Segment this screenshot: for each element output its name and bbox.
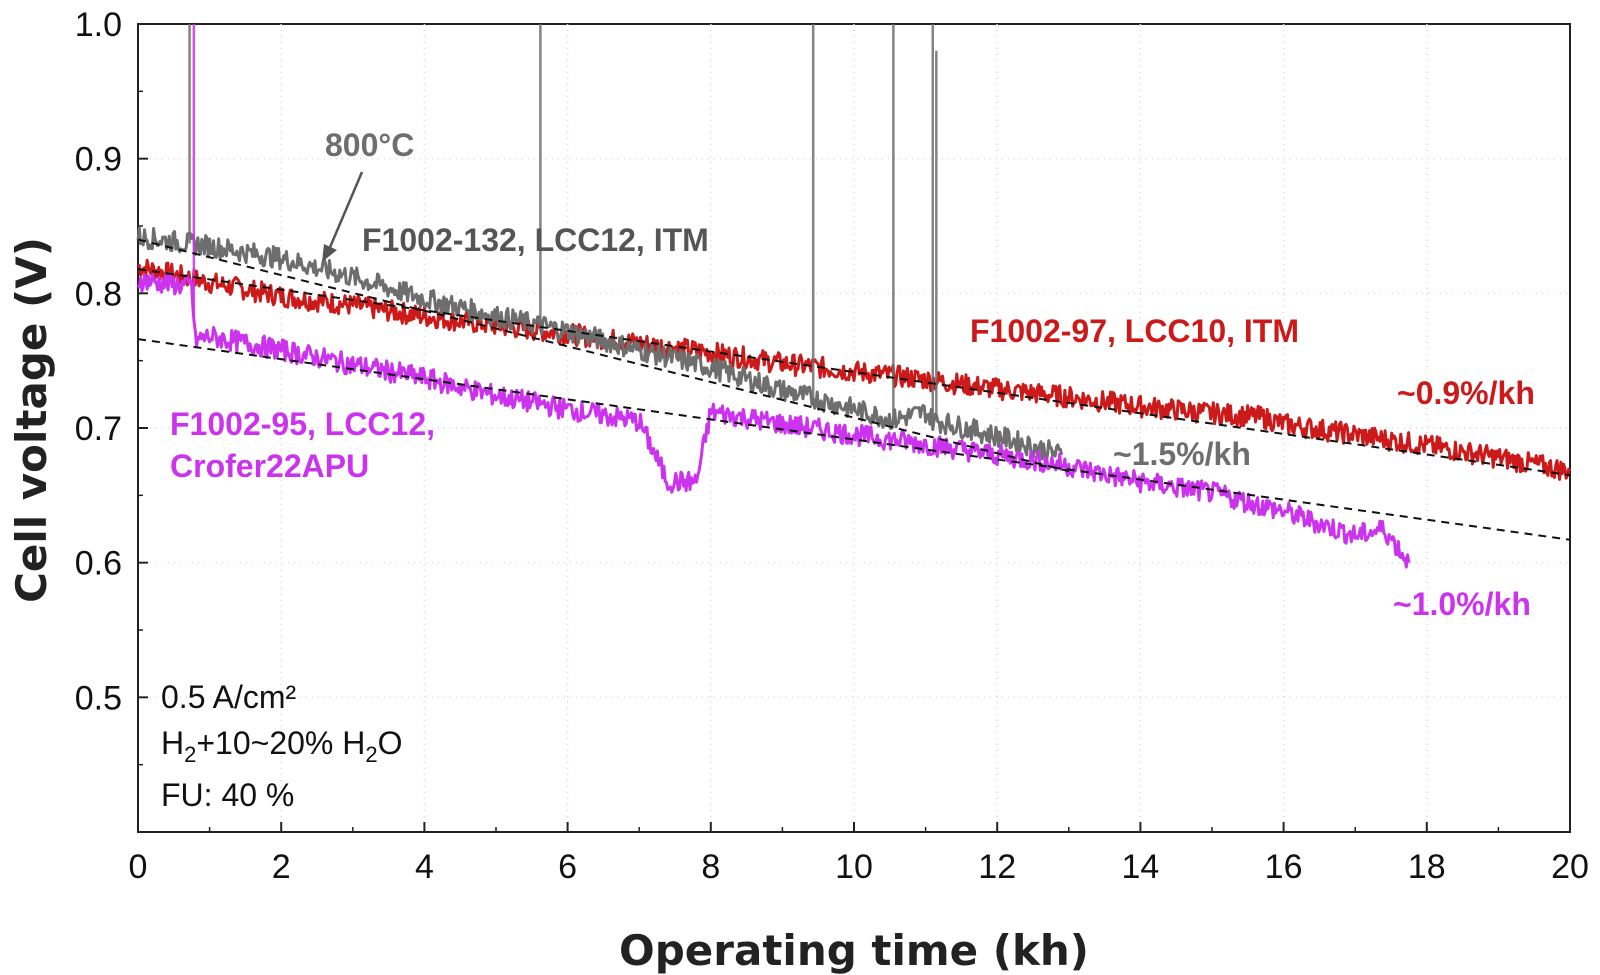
x-tick-label-6: 6 <box>558 848 577 886</box>
rate-label-132: ~1.5%/kh <box>1113 436 1251 472</box>
y-tick-label-1.0: 1.0 <box>75 6 122 44</box>
label-f1002-95-line1: F1002-95, LCC12, <box>170 406 435 442</box>
rate-label-97: ~0.9%/kh <box>1397 375 1535 411</box>
x-tick-label-0: 0 <box>129 848 148 886</box>
fit-lines <box>137 238 1571 541</box>
spike-layer <box>188 24 938 421</box>
x-axis-title: Operating time (kh) <box>619 926 1089 975</box>
y-tick-label-0.6: 0.6 <box>75 545 122 583</box>
series-layer <box>136 226 1572 569</box>
temperature-arrow <box>322 171 364 262</box>
x-tick-label-14: 14 <box>1121 848 1159 886</box>
x-tick-label-18: 18 <box>1408 848 1446 886</box>
label-f1002-97: F1002-97, LCC10, ITM <box>970 313 1299 349</box>
axis-ticks: 0 2 4 6 8 10 12 14 16 18 20 0.5 0.6 0.7 0.8 0.9 1.0 <box>75 6 1589 886</box>
x-tick-label-2: 2 <box>272 848 291 886</box>
x-tick-label-20: 20 <box>1551 848 1589 886</box>
label-f1002-132: F1002-132, LCC12, ITM <box>362 222 709 258</box>
label-f1002-95-line2: Crofer22APU <box>170 448 369 484</box>
temperature-label: 800°C <box>325 127 414 163</box>
series-line-1 <box>136 226 1064 463</box>
x-tick-label-8: 8 <box>701 848 720 886</box>
fit-line-0 <box>137 238 1070 473</box>
condition-fuel-utilization: FU: 40 % <box>161 777 294 813</box>
x-tick-label-16: 16 <box>1265 848 1303 886</box>
condition-gas: H2+10~20% H2O <box>161 725 403 767</box>
x-tick-label-4: 4 <box>415 848 434 886</box>
series-line-2 <box>136 271 1411 569</box>
x-tick-label-12: 12 <box>978 848 1016 886</box>
condition-current: 0.5 A/cm² <box>161 679 297 715</box>
y-tick-label-0.7: 0.7 <box>75 410 122 448</box>
fit-line-2 <box>137 338 1571 541</box>
x-tick-label-10: 10 <box>835 848 873 886</box>
series-line-0 <box>136 258 1572 481</box>
y-tick-label-0.5: 0.5 <box>75 679 122 717</box>
y-axis-title: Cell voltage (V) <box>7 237 56 603</box>
y-tick-label-0.9: 0.9 <box>75 141 122 179</box>
rate-label-95: ~1.0%/kh <box>1393 586 1531 622</box>
y-tick-label-0.8: 0.8 <box>75 275 122 313</box>
fit-line-1 <box>137 268 1571 477</box>
